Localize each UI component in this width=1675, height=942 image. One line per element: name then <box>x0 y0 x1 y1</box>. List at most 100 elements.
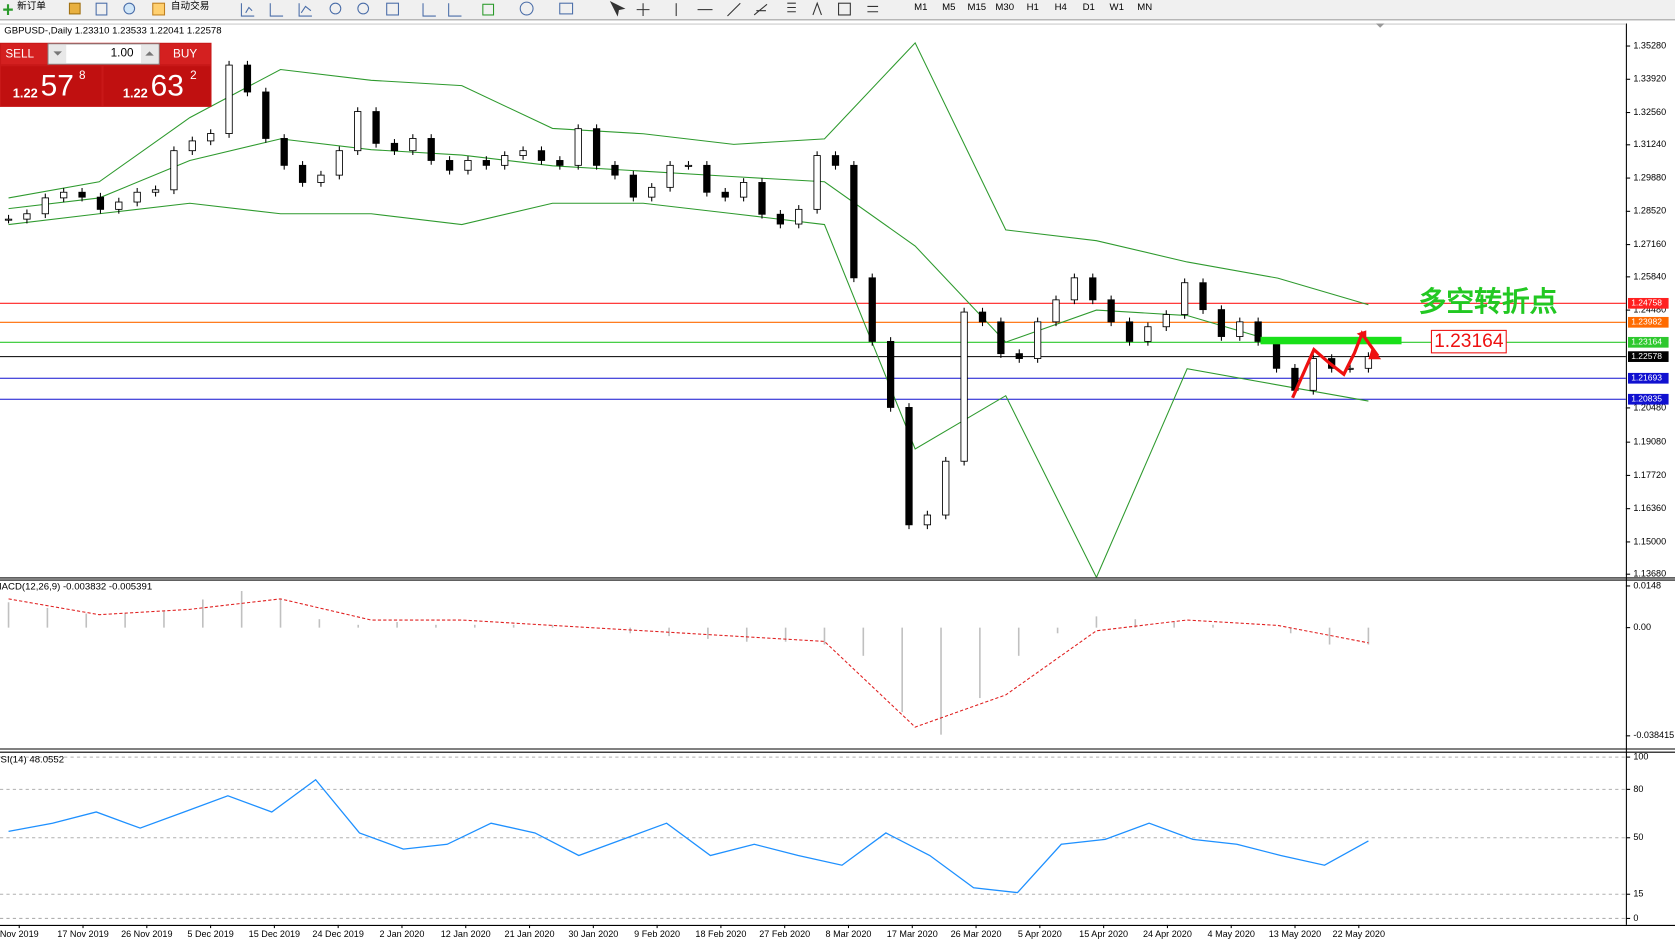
x-tick-label: 17 Nov 2019 <box>57 929 108 939</box>
candle <box>611 164 619 176</box>
candle <box>905 407 913 526</box>
x-tick-label: 13 May 2020 <box>1269 929 1321 939</box>
y-tick-label: 1.29880 <box>1633 172 1666 182</box>
buy-label[interactable]: BUY <box>173 48 197 61</box>
candle <box>758 182 766 215</box>
x-tick-label: 21 Jan 2020 <box>505 929 555 939</box>
candle <box>1364 356 1373 369</box>
y-tick-label: 1.16360 <box>1633 503 1666 513</box>
timeframe-button[interactable]: M1 <box>914 2 927 13</box>
candle <box>390 142 399 152</box>
y-tick-label: 0.0148 <box>1633 580 1661 590</box>
chart-title: GBPUSD-,Daily 1.23310 1.23533 1.22041 1.… <box>4 26 221 37</box>
level-label: 1.22578 <box>1631 351 1662 361</box>
volume-input[interactable]: 1.00 <box>111 47 134 60</box>
sell-label[interactable]: SELL <box>5 48 34 61</box>
arrow-head <box>1356 330 1382 360</box>
candle <box>262 91 270 139</box>
level-label: 1.24758 <box>1631 298 1662 308</box>
candle <box>464 160 472 171</box>
toolbar-button[interactable]: 自动交易 <box>171 0 209 12</box>
x-tick-label: 8 Mar 2020 <box>826 929 872 939</box>
candle <box>482 160 490 166</box>
level-tag <box>1627 297 1669 309</box>
bollinger-band <box>8 202 1369 578</box>
candle <box>721 191 729 198</box>
x-tick-label: 9 Feb 2020 <box>634 929 680 939</box>
annotation-text: 多空转折点 <box>1419 286 1558 317</box>
x-tick-label: 17 Mar 2020 <box>887 929 938 939</box>
plot-layer: 1.35280 1.33920 1.32560 1.31240 1.29880 1.285… <box>0 40 1674 939</box>
candle <box>960 311 968 462</box>
candle <box>831 155 840 166</box>
timeframe-button[interactable]: D1 <box>1083 2 1095 13</box>
candle <box>96 196 105 210</box>
timeframe-button[interactable]: H1 <box>1027 2 1039 13</box>
timeframe-button[interactable]: M5 <box>942 2 955 13</box>
level-label: 1.20835 <box>1631 393 1662 403</box>
x-tick-label: 12 Jan 2020 <box>441 929 491 939</box>
timeframe-button[interactable]: M30 <box>995 2 1014 13</box>
candle <box>298 164 307 183</box>
candle <box>997 321 1005 355</box>
candle <box>170 150 178 191</box>
candle <box>850 164 858 279</box>
candle <box>978 311 987 323</box>
timeframe-button[interactable]: M15 <box>967 2 986 13</box>
y-tick-label: 15 <box>1633 889 1643 899</box>
x-tick-label: 18 Feb 2020 <box>695 929 746 939</box>
timeframe-button[interactable]: MN <box>1137 2 1152 13</box>
candle <box>666 164 674 188</box>
x-tick-label: 15 Apr 2020 <box>1079 929 1128 939</box>
x-tick-label: 26 Nov 2019 <box>121 929 172 939</box>
y-tick-label: 1.24480 <box>1633 305 1666 315</box>
pane-frame <box>0 23 1675 926</box>
level-tag <box>1627 372 1669 384</box>
buy-price-box[interactable] <box>103 66 211 106</box>
candle <box>1181 282 1189 315</box>
candle <box>1052 299 1060 323</box>
annotation-price: 1.23164 <box>1434 331 1504 352</box>
toolbar-button[interactable]: 新订单 <box>17 0 46 12</box>
candle <box>629 174 637 198</box>
candle <box>1107 299 1115 323</box>
bid-big: 1.22 <box>13 85 38 100</box>
x-tick-label: 4 May 2020 <box>1208 929 1255 939</box>
y-tick-label: 1.33920 <box>1633 74 1666 84</box>
candle <box>813 155 821 210</box>
candle <box>4 218 13 221</box>
x-tick-label: 26 Mar 2020 <box>951 929 1002 939</box>
annotation-box <box>1430 329 1507 354</box>
candle <box>317 174 325 183</box>
x-tick-label: 15 Dec 2019 <box>249 929 300 939</box>
candle <box>1199 282 1207 311</box>
sell-price-box[interactable] <box>1 66 102 106</box>
candle <box>1254 321 1262 342</box>
x-tick-label: 27 Feb 2020 <box>759 929 810 939</box>
candle <box>868 277 876 342</box>
x-tick-label: 24 Dec 2019 <box>312 929 363 939</box>
toolbar <box>0 0 1675 20</box>
rsi-line <box>8 778 1369 894</box>
bid-pips: 57 <box>41 70 74 103</box>
y-tick-label: 0.00 <box>1633 622 1651 632</box>
level-tag <box>1627 336 1669 348</box>
shift-marker <box>1375 23 1385 28</box>
y-tick-label: 1.13680 <box>1633 569 1666 579</box>
y-tick-label: 80 <box>1633 784 1643 794</box>
level-label: 1.21693 <box>1631 373 1662 383</box>
level-label: 1.23164 <box>1631 337 1662 347</box>
candle <box>1034 321 1042 359</box>
bollinger-band <box>8 41 1369 306</box>
y-tick-label: 50 <box>1633 832 1643 842</box>
timeframe-button[interactable]: H4 <box>1055 2 1068 13</box>
candle <box>188 140 196 152</box>
y-tick-label: 0 <box>1633 913 1638 923</box>
buy-button[interactable] <box>160 43 211 65</box>
sell-button[interactable] <box>1 43 49 65</box>
candle <box>335 150 343 176</box>
level-tag <box>1627 316 1669 328</box>
candle <box>60 191 68 199</box>
timeframe-button[interactable]: W1 <box>1110 2 1124 13</box>
